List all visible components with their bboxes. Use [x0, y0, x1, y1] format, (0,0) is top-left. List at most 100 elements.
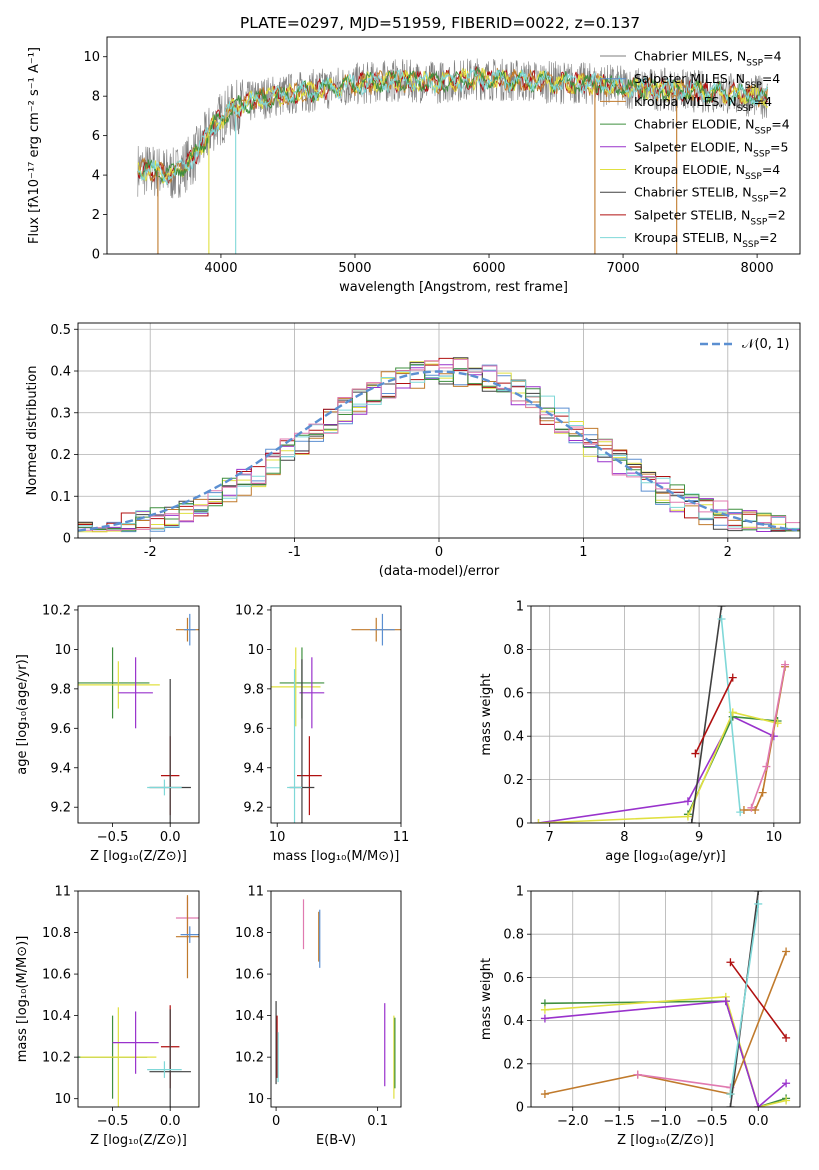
y-tick-label: 0.6	[503, 971, 524, 986]
y-tick-label: 9.6	[243, 722, 264, 737]
y-tick-label: 10.6	[235, 968, 264, 983]
weight-series	[637, 1073, 731, 1089]
legend-label: Kroupa STELIB, NSSP=2	[634, 230, 778, 250]
weight-marker	[758, 788, 767, 797]
x-tick-label: 0.1	[367, 1114, 388, 1129]
y-tick-label: 0.8	[503, 643, 524, 658]
x-tick-label: -2	[144, 545, 157, 560]
y-tick-label: 0.3	[50, 406, 71, 421]
weight-series	[544, 1000, 787, 1107]
spectrum-panel: PLATE=0297, MJD=51959, FIBERID=0022, z=0…	[27, 14, 801, 295]
legend-label: Chabrier ELODIE, NSSP=4	[634, 117, 790, 137]
error-bars	[78, 613, 199, 823]
x-tick-label: 5000	[338, 261, 371, 276]
y-tick-label: 6	[92, 129, 100, 144]
x-tick-label: 11	[393, 830, 410, 845]
weight-marker	[747, 803, 756, 812]
y-tick-label: 10	[247, 1092, 264, 1107]
weight-marker	[691, 749, 700, 758]
x-axis-label: (data-model)/error	[379, 564, 500, 579]
x-tick-label: 7000	[607, 261, 640, 276]
y-tick-label: 1	[516, 885, 524, 900]
weight-marker	[717, 606, 726, 610]
weight-marker	[633, 1070, 642, 1079]
normal-curve	[78, 370, 798, 532]
weight-series	[744, 666, 786, 811]
y-tick-label: 2	[92, 208, 100, 223]
weight-series	[694, 677, 734, 754]
y-tick-label: 10	[247, 643, 264, 658]
y-tick-label: 0.2	[50, 448, 71, 463]
x-tick-label: 0.0	[748, 1114, 769, 1129]
y-tick-label: 0.5	[50, 323, 71, 338]
weight-marker	[754, 891, 763, 895]
y-tick-label: 9.6	[50, 722, 71, 737]
residuals-panel: -2 -1 0 1 2 0 0.1 0.2 0.3 0.4 0.5 (data-model)/erro…	[25, 322, 801, 579]
weight-marker	[717, 615, 726, 624]
y-tick-label: 0.2	[503, 773, 524, 788]
x-tick-label: -1	[288, 545, 301, 560]
y-tick-label: 10.2	[235, 1051, 264, 1066]
error-bars	[275, 899, 396, 1099]
y-tick-label: 0.1	[50, 490, 71, 505]
x-tick-label: −1.5	[603, 1114, 635, 1129]
weight-marker	[683, 812, 692, 821]
weight-marker	[754, 899, 763, 908]
y-tick-label: 0.4	[503, 730, 524, 745]
x-tick-label: −0.5	[97, 830, 129, 845]
error-bars	[271, 613, 401, 823]
y-tick-label: 1	[516, 600, 524, 615]
weight-marker	[540, 1014, 549, 1023]
error-bars	[78, 895, 199, 1107]
plot-frame	[530, 890, 801, 1108]
legend-label: Kroupa ELODIE, NSSP=4	[634, 162, 780, 182]
weight_vs_Z-panel: −2.0 −1.5 −1.0 −0.5 0.0 0 0.2 0.4 0.6 0.8 1 Z [log₁…	[479, 885, 801, 1148]
x-axis-label: wavelength [Angstrom, rest frame]	[339, 280, 568, 295]
x-tick-label: −1.0	[650, 1114, 682, 1129]
y-tick-label: 9.4	[50, 761, 71, 776]
y-tick-label: 9.8	[243, 682, 264, 697]
y-tick-label: 9.2	[243, 801, 264, 816]
legend-label: Chabrier STELIB, NSSP=2	[634, 185, 787, 205]
x-axis-label: E(B-V)	[316, 1133, 356, 1148]
weight-series	[720, 618, 741, 813]
legend-label: Salpeter ELODIE, NSSP=5	[634, 139, 788, 159]
y-tick-label: 0.8	[503, 928, 524, 943]
plot-frame	[77, 890, 200, 1108]
weight-marker	[726, 1090, 735, 1099]
weight-marker	[540, 1005, 549, 1014]
y-tick-label: 10.2	[235, 603, 264, 618]
weight-series	[690, 606, 723, 823]
y-tick-label: 8	[92, 90, 100, 105]
y-tick-label: 10	[54, 643, 71, 658]
x-tick-label: 0	[272, 1114, 280, 1129]
x-axis-label: Z [log₁₀(Z/Z⊙)]	[90, 849, 187, 864]
x-tick-label: 8	[620, 830, 628, 845]
x-tick-label: 10	[766, 830, 783, 845]
x-axis-label: age [log₁₀(age/yr)]	[605, 849, 726, 864]
y-tick-label: 0.4	[503, 1014, 524, 1029]
legend-label: Salpeter MILES, NSSP=4	[634, 71, 780, 91]
x-tick-label: 9	[695, 830, 703, 845]
weight-series	[538, 711, 778, 823]
grid	[531, 890, 800, 1108]
plot-frame	[77, 322, 801, 539]
weight-marker	[683, 797, 692, 806]
y-tick-label: 9.2	[50, 801, 71, 816]
y-tick-label: 10	[83, 50, 100, 65]
y-axis-label: mass [log₁₀(M/M⊙)]	[15, 936, 30, 1063]
x-tick-label: 0.0	[160, 830, 181, 845]
weight-marker	[726, 958, 735, 967]
x-tick-label: 0.0	[160, 1114, 181, 1129]
residual-histogram	[78, 368, 800, 530]
y-tick-label: 10.8	[42, 926, 71, 941]
y-tick-label: 10.2	[42, 603, 71, 618]
hist-lines	[78, 357, 800, 533]
y-tick-label: 10.8	[235, 926, 264, 941]
x-tick-label: 6000	[472, 261, 505, 276]
y-tick-label: 0	[516, 817, 524, 832]
y-tick-label: 10	[54, 1092, 71, 1107]
residuals-legend: 𝒩(0, 1)	[700, 337, 789, 352]
weight-series	[538, 715, 775, 823]
